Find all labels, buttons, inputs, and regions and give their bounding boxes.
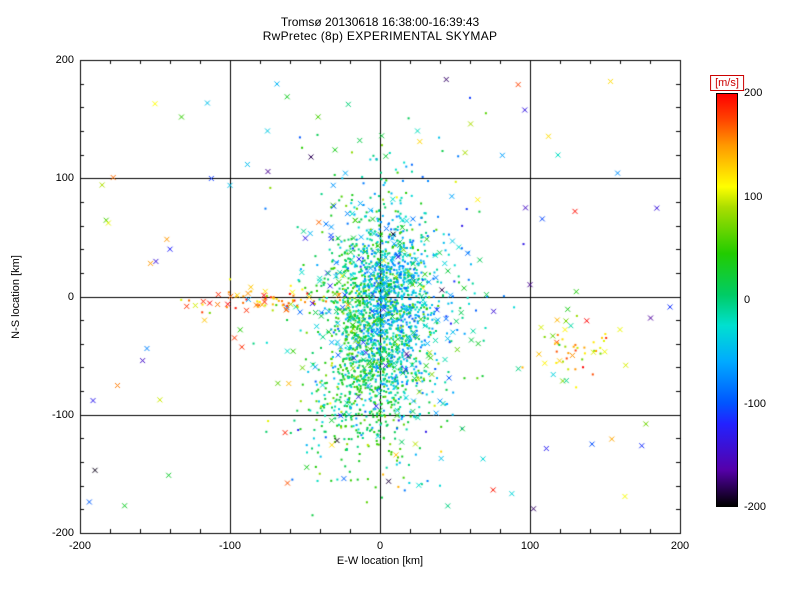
x-tick-label: 100	[520, 540, 540, 552]
colorbar-unit-text: [m/s]	[715, 77, 739, 89]
x-tick-label: 0	[376, 540, 384, 552]
colorbar-tick-label: -100	[744, 397, 767, 410]
plot-subtitle: RwPretec (8p) EXPERIMENTAL SKYMAP	[262, 29, 498, 43]
colorbar-tick-label: -200	[744, 501, 767, 513]
y-tick-label: -200	[51, 527, 74, 539]
x-axis-title: E-W location [km]	[336, 555, 424, 567]
y-tick-label: 100	[55, 172, 74, 185]
colorbar	[716, 93, 738, 507]
colorbar-tick-label: 0	[744, 294, 751, 306]
plot-title: Tromsø 20130618 16:38:00-16:39:43	[280, 15, 480, 29]
y-axis-title: N-S location [km]	[10, 255, 22, 339]
y-tick-label: 200	[55, 54, 74, 66]
x-tick-label: -100	[218, 540, 242, 552]
colorbar-tick-label: 200	[744, 87, 763, 99]
colorbar-tick-label: 100	[744, 190, 763, 203]
colorbar-unit-label: [m/s]	[710, 75, 744, 91]
y-tick-label: 0	[67, 290, 74, 303]
x-tick-label: -200	[68, 540, 92, 552]
x-tick-label: 200	[670, 540, 690, 552]
y-tick-label: -100	[51, 408, 74, 421]
